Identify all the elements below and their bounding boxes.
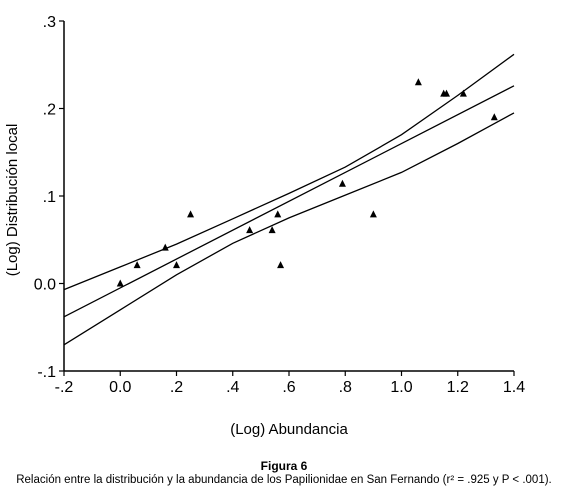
data-point bbox=[187, 210, 195, 218]
data-point bbox=[268, 226, 276, 234]
plot-area: -.2 0.0 .2 .4 .6 .8 1.0 1.2 1.4 -.1 0.0 .1 .2 .3 bbox=[34, 14, 525, 396]
upper-confidence-line bbox=[63, 53, 515, 291]
data-point bbox=[161, 243, 169, 251]
y-tick-label: 0.0 bbox=[34, 277, 56, 294]
data-point bbox=[443, 89, 450, 97]
figure-caption-title: Figura 6 bbox=[260, 459, 308, 473]
x-tick-label: 1.2 bbox=[447, 379, 469, 396]
x-tick-label: .2 bbox=[170, 379, 183, 396]
regression-line bbox=[63, 85, 515, 318]
x-tick-label: .8 bbox=[339, 379, 352, 396]
y-tick-label: .2 bbox=[43, 102, 56, 119]
x-axis-title: (Log) Abundancia bbox=[230, 421, 348, 438]
lower-confidence-line bbox=[63, 112, 515, 346]
x-tick-label: 1.4 bbox=[503, 379, 525, 396]
data-point bbox=[173, 261, 180, 269]
data-point bbox=[133, 261, 141, 269]
data-point bbox=[414, 78, 422, 86]
data-point bbox=[277, 261, 285, 269]
x-tick-label: .6 bbox=[282, 379, 295, 396]
y-tick-label: -.1 bbox=[37, 364, 56, 381]
data-point bbox=[246, 226, 254, 234]
y-axis-title: (Log) Distribución local bbox=[4, 124, 21, 277]
x-tick-label: -.2 bbox=[55, 379, 74, 396]
data-point bbox=[338, 179, 346, 187]
x-tick-label: 0.0 bbox=[109, 379, 131, 396]
y-tick-label: .3 bbox=[43, 14, 56, 31]
data-point bbox=[459, 89, 467, 97]
data-point bbox=[274, 210, 282, 218]
x-tick-label: 1.0 bbox=[390, 379, 412, 396]
x-tick-label: .4 bbox=[226, 379, 239, 396]
y-tick-label: .1 bbox=[43, 189, 56, 206]
figure-caption-text: Relación entre la distribución y la abun… bbox=[16, 474, 552, 486]
data-point bbox=[369, 210, 377, 218]
data-point bbox=[116, 279, 124, 287]
data-point bbox=[490, 113, 498, 121]
